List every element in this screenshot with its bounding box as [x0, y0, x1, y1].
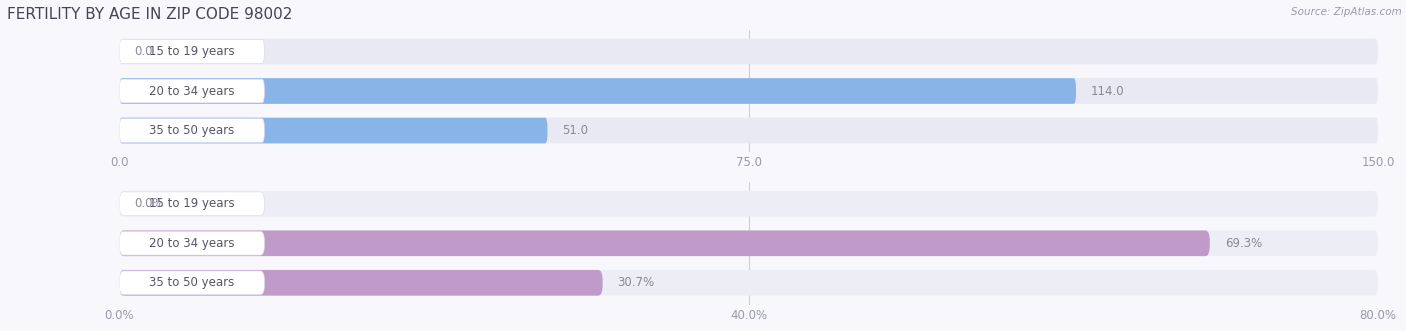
FancyBboxPatch shape — [120, 119, 264, 142]
Text: 15 to 19 years: 15 to 19 years — [149, 197, 235, 210]
Text: 0.0: 0.0 — [135, 45, 153, 58]
FancyBboxPatch shape — [120, 79, 264, 103]
Text: 30.7%: 30.7% — [617, 276, 655, 289]
FancyBboxPatch shape — [120, 231, 264, 255]
Text: FERTILITY BY AGE IN ZIP CODE 98002: FERTILITY BY AGE IN ZIP CODE 98002 — [7, 7, 292, 22]
Text: 35 to 50 years: 35 to 50 years — [149, 276, 235, 289]
Text: 20 to 34 years: 20 to 34 years — [149, 237, 235, 250]
Text: 69.3%: 69.3% — [1225, 237, 1263, 250]
Text: 51.0: 51.0 — [562, 124, 589, 137]
FancyBboxPatch shape — [120, 78, 1076, 104]
FancyBboxPatch shape — [120, 118, 1378, 143]
FancyBboxPatch shape — [120, 192, 264, 215]
Text: 15 to 19 years: 15 to 19 years — [149, 45, 235, 58]
FancyBboxPatch shape — [120, 270, 1378, 296]
Text: 35 to 50 years: 35 to 50 years — [149, 124, 235, 137]
Text: Source: ZipAtlas.com: Source: ZipAtlas.com — [1291, 7, 1402, 17]
FancyBboxPatch shape — [120, 40, 264, 63]
FancyBboxPatch shape — [120, 118, 547, 143]
Text: 20 to 34 years: 20 to 34 years — [149, 84, 235, 98]
FancyBboxPatch shape — [120, 270, 603, 296]
Text: 0.0%: 0.0% — [135, 197, 165, 210]
FancyBboxPatch shape — [120, 230, 1378, 256]
FancyBboxPatch shape — [120, 191, 1378, 216]
FancyBboxPatch shape — [120, 230, 1209, 256]
FancyBboxPatch shape — [120, 271, 264, 295]
Text: 114.0: 114.0 — [1091, 84, 1125, 98]
FancyBboxPatch shape — [120, 39, 1378, 64]
FancyBboxPatch shape — [120, 78, 1378, 104]
